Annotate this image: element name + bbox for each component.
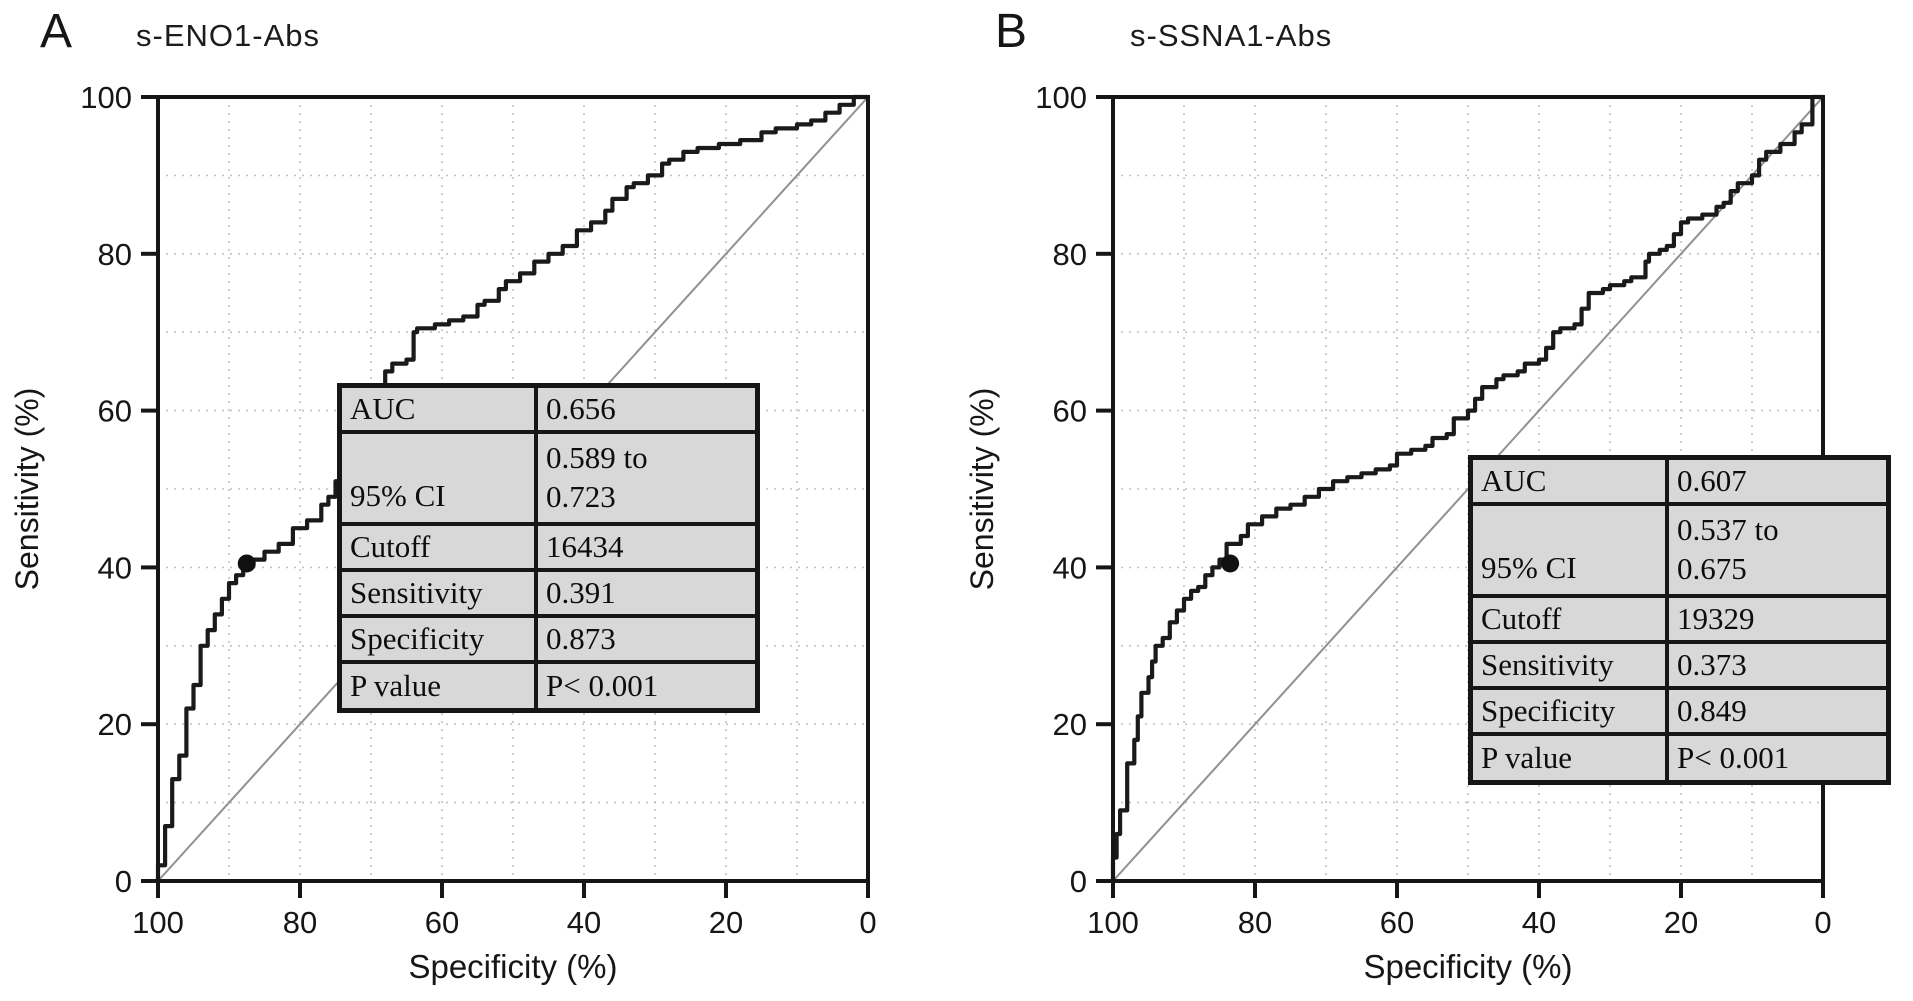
ci-line-1: 0.537 to (1677, 512, 1779, 548)
ci-line-1: 0.589 to (546, 440, 648, 476)
stat-label-pvalue: P value (340, 662, 536, 710)
plot-frame (156, 95, 870, 883)
stat-label-cutoff: Cutoff (1471, 596, 1667, 642)
stat-value-ci: 0.537 to 0.675 (1667, 504, 1888, 596)
cutoff-point-marker (237, 554, 256, 573)
x-tick-label: 40 (567, 905, 601, 940)
y-tick-label: 20 (98, 707, 132, 742)
y-tick-label: 100 (80, 80, 132, 115)
y-tick-label: 0 (115, 864, 132, 899)
stats-table-b: AUC 0.607 95% CI 0.537 to 0.675 Cutoff 1… (1468, 455, 1891, 785)
stat-label-auc: AUC (1471, 458, 1667, 504)
stat-value-auc: 0.607 (1667, 458, 1888, 504)
stat-value-cutoff: 19329 (1667, 596, 1888, 642)
stat-label-auc: AUC (340, 386, 536, 432)
x-tick-label: 0 (1814, 905, 1831, 940)
stat-label-specificity: Specificity (340, 616, 536, 662)
stat-value-specificity: 0.873 (536, 616, 757, 662)
ci-line-2: 0.723 (546, 479, 616, 514)
panel-a-letter: A (40, 5, 73, 58)
panel-a-title: s-ENO1-Abs (136, 18, 320, 53)
y-tick-label: 80 (98, 237, 132, 272)
y-tick-label: 60 (98, 394, 132, 429)
panel-b-letter: B (995, 5, 1028, 58)
stat-value-auc: 0.656 (536, 386, 757, 432)
y-tick-label: 40 (98, 550, 132, 585)
stat-label-specificity: Specificity (1471, 688, 1667, 734)
y-axis-label: Sensitivity (%) (964, 388, 1000, 591)
stat-value-pvalue: P< 0.001 (536, 662, 757, 710)
x-tick-label: 80 (283, 905, 317, 940)
y-tick-label: 20 (1053, 707, 1087, 742)
stat-label-pvalue: P value (1471, 734, 1667, 782)
roc-curve-path (1110, 94, 1826, 884)
x-tick-label: 60 (425, 905, 459, 940)
stat-value-cutoff: 16434 (536, 524, 757, 570)
x-tick-label: 20 (1664, 905, 1698, 940)
stat-value-sensitivity: 0.391 (536, 570, 757, 616)
x-axis-label: Specificity (%) (408, 948, 617, 985)
x-tick-label: 60 (1380, 905, 1414, 940)
y-axis-label: Sensitivity (%) (9, 388, 45, 591)
roc-curve-path (155, 94, 871, 884)
stat-value-sensitivity: 0.373 (1667, 642, 1888, 688)
stat-label-ci: 95% CI (1471, 504, 1667, 596)
x-tick-label: 100 (132, 905, 184, 940)
x-tick-label: 100 (1087, 905, 1139, 940)
y-tick-label: 100 (1035, 80, 1087, 115)
y-tick-label: 80 (1053, 237, 1087, 272)
cutoff-point-marker (1221, 554, 1240, 573)
stat-label-sensitivity: Sensitivity (1471, 642, 1667, 688)
panel-b-title: s-SSNA1-Abs (1130, 18, 1333, 53)
stat-value-pvalue: P< 0.001 (1667, 734, 1888, 782)
stat-value-specificity: 0.849 (1667, 688, 1888, 734)
x-tick-label: 80 (1238, 905, 1272, 940)
x-axis-label: Specificity (%) (1363, 948, 1572, 985)
y-tick-label: 40 (1053, 550, 1087, 585)
x-tick-label: 20 (709, 905, 743, 940)
stats-table-a: AUC 0.656 95% CI 0.589 to 0.723 Cutoff 1… (337, 383, 760, 713)
stat-label-cutoff: Cutoff (340, 524, 536, 570)
y-tick-label: 60 (1053, 394, 1087, 429)
stat-label-ci: 95% CI (340, 432, 536, 524)
x-tick-label: 40 (1522, 905, 1556, 940)
y-tick-label: 0 (1070, 864, 1087, 899)
stat-label-sensitivity: Sensitivity (340, 570, 536, 616)
ci-line-2: 0.675 (1677, 551, 1747, 586)
stat-value-ci: 0.589 to 0.723 (536, 432, 757, 524)
roc-plot-b: 100 80 60 40 20 0 0 20 40 60 80 100 Specificity (%)… (964, 80, 1832, 985)
x-tick-label: 0 (859, 905, 876, 940)
